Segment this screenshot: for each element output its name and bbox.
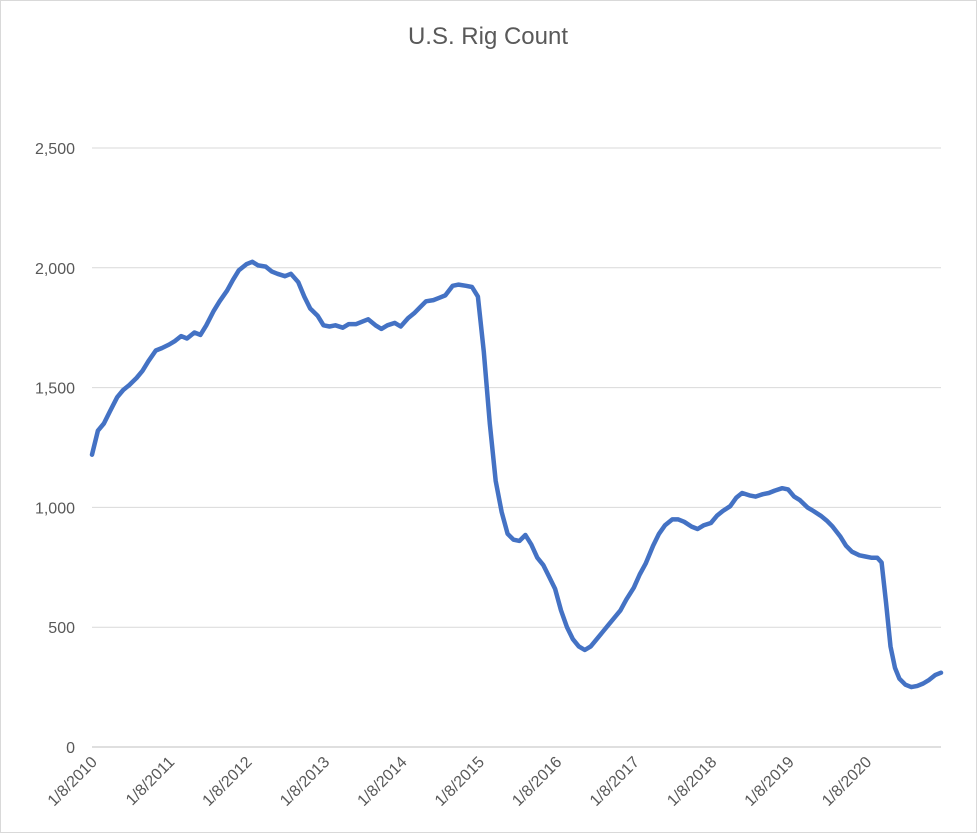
y-axis-tick-labels: 0 500 1,000 1,500 2,000 2,500: [35, 141, 75, 757]
y-tick-label: 500: [48, 620, 75, 637]
x-tick-label: 1/8/2011: [123, 754, 178, 809]
series-layer: [89, 259, 944, 690]
x-tick-label: 1/8/2012: [200, 754, 256, 810]
y-tick-label: 2,000: [35, 261, 75, 278]
x-axis-tick-labels: 1/8/2010 1/8/2011 1/8/2012 1/8/2013 1/8/2014…: [45, 754, 875, 810]
chart-title: U.S. Rig Count: [408, 23, 568, 50]
y-tick-label: 1,000: [35, 500, 75, 517]
y-tick-label: 2,500: [35, 141, 75, 158]
x-tick-label: 1/8/2016: [509, 754, 565, 810]
x-tick-label: 1/8/2017: [587, 754, 643, 810]
y-tick-label: 0: [66, 740, 75, 757]
x-tick-label: 1/8/2019: [742, 754, 798, 810]
series-line: [89, 259, 944, 690]
x-tick-label: 1/8/2020: [819, 754, 875, 810]
x-tick-label: 1/8/2014: [355, 754, 411, 810]
x-tick-label: 1/8/2015: [432, 754, 488, 810]
gridlines: [92, 147, 941, 748]
y-tick-label: 1,500: [35, 381, 75, 398]
x-tick-label: 1/8/2013: [277, 754, 333, 810]
x-tick-label: 1/8/2010: [45, 754, 101, 810]
x-tick-label: 1/8/2018: [664, 754, 720, 810]
